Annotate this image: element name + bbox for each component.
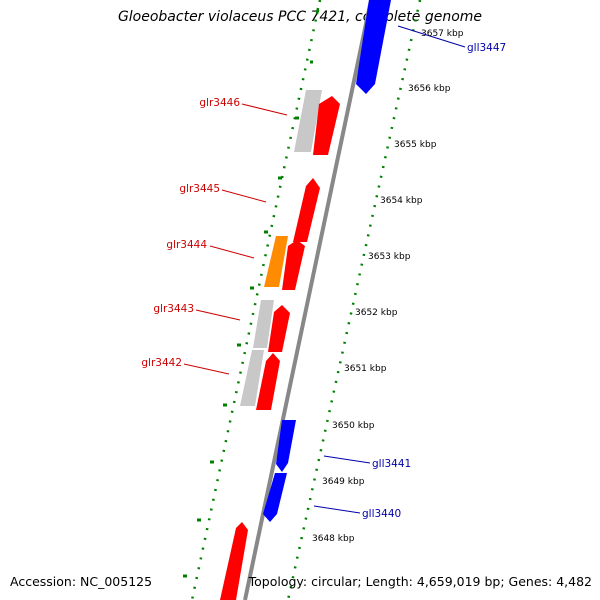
scale-label: 3648 kbp [312,534,355,544]
feature-gray-2 [253,300,274,348]
gene-glr3442[interactable] [256,353,280,410]
feature-gray-3 [240,350,264,406]
gene-label-glr3444[interactable]: glr3444 [166,239,207,251]
gene-label-glr3446[interactable]: glr3446 [199,97,240,109]
scale-label: 3652 kbp [355,308,398,318]
gene-label-gll3441[interactable]: gll3441 [372,458,411,470]
scale-label: 3650 kbp [332,421,375,431]
scale-label: 3651 kbp [344,364,387,374]
gene-label-glr3445[interactable]: glr3445 [179,183,220,195]
gene-glr3444[interactable] [282,240,305,290]
forward-label-leaders [183,103,288,375]
gene-gll3440[interactable] [263,473,287,522]
scale-label: 3655 kbp [394,140,437,150]
feature-orange [264,236,288,287]
gene-labels: gll3447 glr3446 glr3445 glr3444 glr3443 … [141,42,506,520]
gene-glr3443[interactable] [268,305,290,352]
gene-gll3447[interactable] [356,0,391,94]
gene-label-glr3443[interactable]: glr3443 [153,303,194,315]
genome-summary: Topology: circular; Length: 4,659,019 bp… [248,574,592,589]
scale-label: 3657 kbp [421,29,464,39]
scale-label: 3653 kbp [368,252,411,262]
genome-title: Gloeobacter violaceus PCC 7421, complete… [117,9,483,25]
inner-tick-track [183,0,322,600]
scale-labels: 3657 kbp 3656 kbp 3655 kbp 3654 kbp 3653… [312,29,464,544]
gene-label-glr3442[interactable]: glr3442 [141,357,182,369]
gene-glr3446[interactable] [313,96,340,155]
feature-gray-1 [294,90,322,152]
scale-label: 3654 kbp [380,196,423,206]
gene-glr3439[interactable] [220,522,248,600]
outer-tick-track [286,0,422,600]
reverse-label-leaders [313,25,466,514]
scale-label: 3649 kbp [322,477,365,487]
genome-backbone [243,0,373,600]
gene-glr3445[interactable] [293,178,320,242]
accession-label: Accession: NC_005125 [10,574,153,589]
gene-label-gll3447[interactable]: gll3447 [467,42,506,54]
gene-label-gll3440[interactable]: gll3440 [362,508,401,520]
scale-label: 3656 kbp [408,84,451,94]
gene-gll3441[interactable] [276,420,296,472]
